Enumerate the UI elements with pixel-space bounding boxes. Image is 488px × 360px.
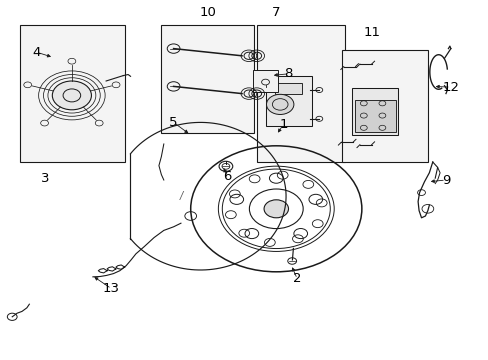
Bar	[265, 76, 311, 126]
Bar	[342, 50, 427, 162]
Circle shape	[52, 81, 91, 110]
Text: 2: 2	[292, 273, 301, 285]
Circle shape	[264, 200, 288, 218]
Text: 12: 12	[442, 81, 458, 94]
Circle shape	[266, 94, 293, 114]
Bar	[253, 70, 277, 92]
Bar	[275, 83, 302, 94]
Text: 5: 5	[169, 116, 178, 129]
Text: 10: 10	[199, 6, 216, 19]
Text: 1: 1	[279, 118, 287, 131]
Text: 13: 13	[103, 282, 120, 295]
Text: 4: 4	[32, 46, 41, 59]
Text: 7: 7	[271, 6, 280, 19]
Bar	[161, 25, 254, 133]
Bar	[256, 25, 344, 162]
Text: 11: 11	[363, 26, 379, 39]
Text: 6: 6	[223, 170, 231, 183]
Text: 3: 3	[41, 172, 49, 185]
Text: 9: 9	[441, 174, 449, 186]
Bar	[20, 25, 124, 162]
Bar	[354, 100, 395, 132]
Text: /: /	[179, 191, 182, 201]
Bar	[351, 88, 397, 135]
Text: 8: 8	[284, 67, 292, 80]
